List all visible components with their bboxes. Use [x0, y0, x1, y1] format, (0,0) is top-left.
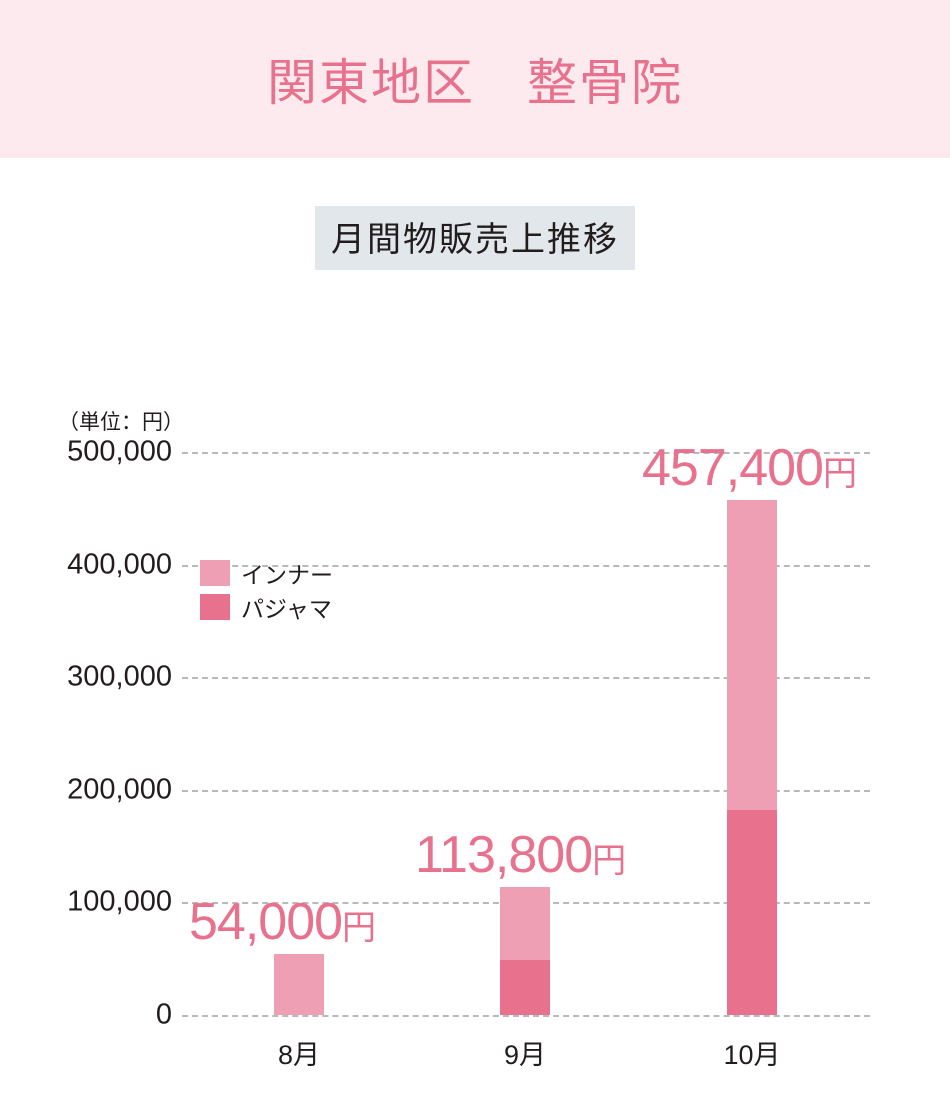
y-axis-tick-label: 500,000: [67, 435, 172, 468]
gridline: [182, 564, 870, 567]
subtitle-row: 月間物販売上推移: [0, 206, 950, 270]
page-title: 関東地区 整骨院: [267, 55, 683, 111]
legend-label: パジャマ: [241, 596, 332, 622]
x-axis-tick-label: 8月: [277, 1040, 321, 1070]
gridline: [182, 452, 870, 454]
x-axis-tick-label: 9月: [503, 1040, 547, 1070]
gridline: [182, 677, 870, 680]
y-axis-unit-label: （単位：円）: [58, 411, 184, 434]
bar-total-unit: 円: [822, 454, 857, 493]
bar-segment-inner[interactable]: [500, 886, 550, 961]
legend-label: インナー: [241, 562, 333, 588]
bar-group[interactable]: [727, 499, 777, 1015]
bar-total-unit: 円: [592, 841, 627, 880]
y-axis-tick-label: 0: [155, 998, 172, 1031]
plot-area: 54,000円 113,800円 457,400円: [182, 442, 870, 1017]
chart-subtitle: 月間物販売上推移: [315, 206, 635, 270]
bar-total-value: 457,400: [642, 438, 824, 497]
page-header: 関東地区 整骨院: [0, 0, 950, 158]
legend-item[interactable]: パジャマ: [200, 590, 333, 624]
y-axis-tick-label: 300,000: [67, 660, 172, 693]
bar-segment-pajama[interactable]: [500, 960, 550, 1015]
gridline: [182, 789, 870, 792]
bar-group[interactable]: [274, 954, 324, 1015]
bar-total-label: 54,000円: [189, 896, 376, 948]
legend-swatch: [200, 594, 230, 620]
y-axis-tick-label: 200,000: [67, 773, 172, 806]
bar-segment-pajama[interactable]: [727, 810, 777, 1015]
x-axis-tick-label: 10月: [723, 1040, 781, 1070]
bar-total-label: 457,400円: [642, 442, 857, 494]
legend-swatch: [200, 560, 230, 586]
bar-total-value: 54,000: [189, 893, 343, 952]
y-axis-ticks: 0 100,000 200,000 300,000 400,000 500,000: [22, 436, 172, 1031]
y-axis-tick-label: 100,000: [67, 885, 172, 918]
bar-total-unit: 円: [342, 909, 377, 948]
y-axis-tick-label: 400,000: [67, 548, 172, 581]
bar-segment-inner[interactable]: [727, 499, 777, 811]
legend-item[interactable]: インナー: [200, 556, 333, 590]
bar-segment-inner[interactable]: [274, 954, 324, 1015]
chart-legend: インナー パジャマ: [200, 556, 333, 624]
chart-container: （単位：円） 54,000円 113,800円 457,400円 0 100,000 2…: [0, 298, 950, 1098]
gridline: [182, 1015, 870, 1017]
bar-total-value: 113,800: [415, 825, 593, 884]
bar-total-label: 113,800円: [415, 829, 626, 881]
bar-group[interactable]: [500, 886, 550, 1015]
